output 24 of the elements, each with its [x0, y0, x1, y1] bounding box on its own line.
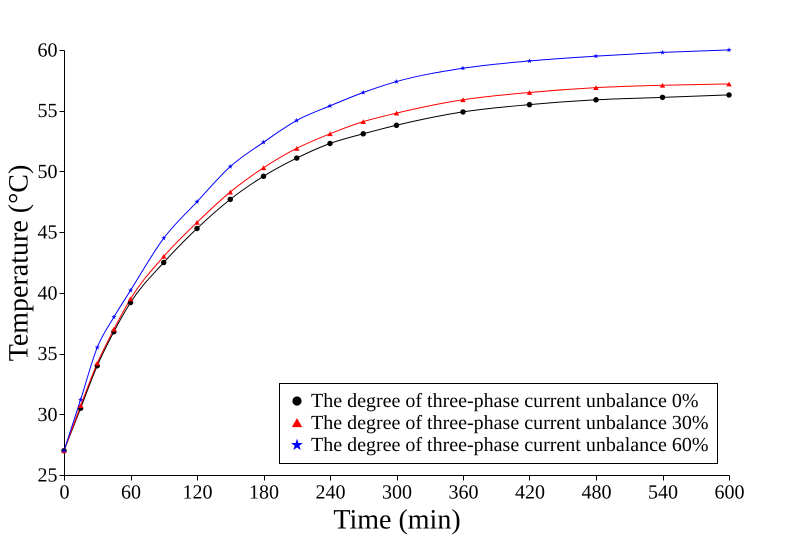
x-tick-label: 60 [121, 482, 141, 504]
y-tick-label: 55 [38, 100, 58, 122]
x-tick-label: 540 [648, 482, 678, 504]
x-tick-label: 180 [249, 482, 279, 504]
y-tick-label: 30 [38, 404, 58, 426]
x-axis-title: Time (min) [333, 504, 461, 536]
x-tick-label: 240 [316, 482, 346, 504]
x-tick-label: 600 [714, 482, 744, 504]
legend-label: The degree of three-phase current unbalance 60% [311, 434, 709, 456]
y-tick-label: 40 [38, 282, 58, 304]
y-tick-label: 45 [38, 222, 58, 244]
y-tick-label: 35 [38, 343, 58, 366]
legend-label: The degree of three-phase current unbalance 0% [311, 390, 699, 412]
y-tick-label: 60 [38, 40, 58, 62]
y-tick-label: 25 [38, 464, 58, 486]
x-tick-label: 480 [582, 482, 612, 504]
x-tick-label: 300 [382, 482, 412, 504]
x-tick-label: 420 [515, 482, 545, 504]
legend-label: The degree of three-phase current unbalance 30% [311, 412, 709, 434]
x-tick-label: 120 [182, 482, 212, 504]
y-axis-title: Temperature (°C) [4, 164, 34, 362]
x-tick-label: 0 [60, 482, 70, 504]
x-tick-label: 360 [448, 482, 478, 504]
y-tick-label: 50 [38, 160, 58, 183]
